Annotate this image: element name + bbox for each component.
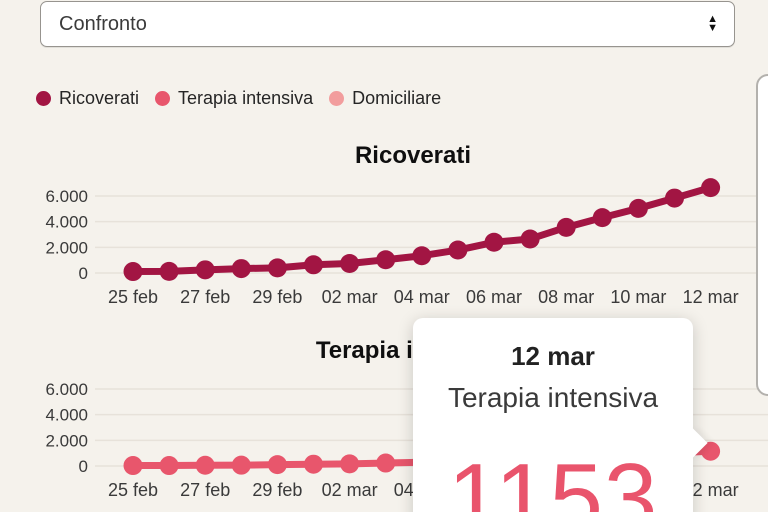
x-axis-tick-label: 04 mar xyxy=(394,287,450,307)
data-point[interactable] xyxy=(556,217,576,237)
y-axis-tick-label: 0 xyxy=(79,457,88,476)
x-axis-tick-label: 29 feb xyxy=(252,287,302,307)
x-axis-tick-label: 10 mar xyxy=(610,287,666,307)
data-point[interactable] xyxy=(665,188,684,208)
chart-tooltip: 12 mar Terapia intensiva 1153 xyxy=(413,318,708,512)
data-point[interactable] xyxy=(304,255,323,275)
comparison-select[interactable]: Confronto ▲ ▼ xyxy=(40,1,735,47)
data-point[interactable] xyxy=(701,178,721,198)
data-point[interactable] xyxy=(159,456,179,476)
legend-item-ricoverati[interactable]: Ricoverati xyxy=(36,88,139,109)
data-point[interactable] xyxy=(267,455,287,475)
x-axis-tick-label: 27 feb xyxy=(180,480,230,500)
x-axis-tick-label: 08 mar xyxy=(538,287,594,307)
y-axis-tick-label: 4.000 xyxy=(45,213,88,232)
y-axis-tick-label: 2.000 xyxy=(45,238,88,257)
legend-dot-icon xyxy=(36,91,51,106)
y-axis-tick-label: 6.000 xyxy=(45,187,88,206)
data-point[interactable] xyxy=(628,198,648,218)
x-axis-tick-label: 25 feb xyxy=(108,480,158,500)
data-point[interactable] xyxy=(484,232,504,252)
x-axis-tick-label: 12 mar xyxy=(683,480,739,500)
chart-title-ricoverati: Ricoverati xyxy=(354,142,472,169)
tooltip-series-label: Terapia intensiva xyxy=(447,382,659,413)
data-point[interactable] xyxy=(195,455,215,475)
chart-legend: Ricoverati Terapia intensiva Domiciliare xyxy=(36,88,441,109)
legend-label: Terapia intensiva xyxy=(178,88,314,108)
comparison-select-value: Confronto xyxy=(59,12,147,35)
y-axis-tick-label: 6.000 xyxy=(45,380,88,399)
data-point[interactable] xyxy=(231,455,251,475)
legend-item-terapia-intensiva[interactable]: Terapia intensiva xyxy=(155,88,313,109)
x-axis-tick-label: 12 mar xyxy=(683,287,739,307)
scrollbar-thumb[interactable] xyxy=(756,74,768,396)
data-point[interactable] xyxy=(340,454,360,474)
tooltip-date: 12 mar xyxy=(511,341,595,371)
x-axis-tick-label: 02 mar xyxy=(322,287,378,307)
data-point[interactable] xyxy=(520,229,540,249)
legend-label: Ricoverati xyxy=(59,88,140,108)
data-point[interactable] xyxy=(376,250,396,270)
x-axis-tick-label: 29 feb xyxy=(252,480,302,500)
data-point[interactable] xyxy=(701,441,721,461)
x-axis-tick-label: 06 mar xyxy=(466,287,522,307)
legend-dot-icon xyxy=(329,91,345,106)
x-axis-tick-label: 02 mar xyxy=(322,480,378,500)
y-axis-tick-label: 4.000 xyxy=(45,406,88,425)
data-point[interactable] xyxy=(412,246,432,266)
data-point[interactable] xyxy=(195,260,215,280)
data-point[interactable] xyxy=(267,258,287,278)
data-point[interactable] xyxy=(592,208,612,228)
data-point[interactable] xyxy=(304,454,323,474)
data-point[interactable] xyxy=(123,262,143,282)
legend-label: Domiciliare xyxy=(352,88,442,108)
x-axis-tick-label: 25 feb xyxy=(108,287,158,307)
data-point[interactable] xyxy=(448,240,468,260)
data-point[interactable] xyxy=(340,253,360,273)
select-spinner-icon: ▲ ▼ xyxy=(707,13,718,34)
y-axis-tick-label: 2.000 xyxy=(45,431,88,450)
x-axis-tick-label: 27 feb xyxy=(180,287,230,307)
legend-dot-icon xyxy=(155,91,171,106)
tooltip-value: 1153 xyxy=(447,444,659,512)
legend-item-domiciliare[interactable]: Domiciliare xyxy=(329,88,441,109)
y-axis-tick-label: 0 xyxy=(79,264,88,283)
data-point[interactable] xyxy=(159,261,179,281)
data-point[interactable] xyxy=(376,453,396,473)
data-point[interactable] xyxy=(123,456,143,476)
chart-ricoverati[interactable]: 0 2.000 4.000 6.000 25 feb 27 feb 29 feb 02 mar… xyxy=(0,175,768,310)
data-point[interactable] xyxy=(231,259,251,279)
